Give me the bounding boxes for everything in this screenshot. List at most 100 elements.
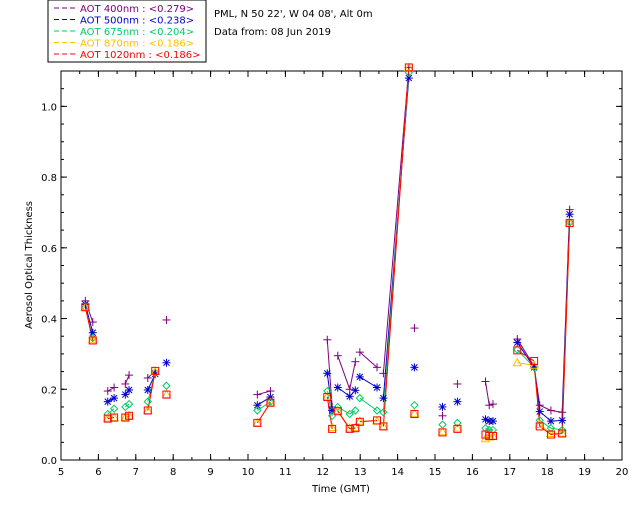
series-4-point xyxy=(253,418,262,427)
series-4-point xyxy=(546,430,555,439)
series-0-point xyxy=(253,390,262,399)
series-0-point xyxy=(110,383,119,392)
series-1-point xyxy=(103,397,112,406)
series-0-line xyxy=(257,390,271,396)
legend-label-3: AOT 870nm : <0.186> xyxy=(80,39,194,50)
series-4-point xyxy=(355,417,364,426)
series-0-point xyxy=(558,408,567,417)
series-1-point xyxy=(323,369,332,378)
series-4-point xyxy=(345,424,354,433)
series-4-point xyxy=(530,356,539,365)
x-tick-label: 18 xyxy=(541,467,554,478)
series-3-point xyxy=(161,389,172,399)
series-1-point xyxy=(143,385,152,394)
series-2-point xyxy=(333,402,342,412)
series-1-line xyxy=(359,376,378,388)
series-0-point xyxy=(453,379,462,388)
series-3-point xyxy=(102,413,113,422)
series-4-point xyxy=(453,424,462,433)
series-0-point xyxy=(351,357,360,366)
series-3-point xyxy=(409,408,420,417)
series-4-point xyxy=(488,431,497,440)
x-tick-label: 9 xyxy=(207,467,213,478)
x-tick-label: 11 xyxy=(279,467,292,478)
legend-label-1: AOT 500nm : <0.238> xyxy=(80,16,194,27)
x-tick-label: 14 xyxy=(391,467,404,478)
series-4-point xyxy=(328,424,337,433)
series-0-line xyxy=(337,355,351,390)
title-date: Data from: 08 Jun 2019 xyxy=(214,27,331,38)
series-2-point xyxy=(453,418,462,428)
y-tick-label: 0.2 xyxy=(41,385,57,396)
series-2-line xyxy=(485,427,490,431)
series-3-point xyxy=(484,432,495,441)
series-4-point xyxy=(535,422,544,431)
series-1-point xyxy=(379,394,388,403)
series-2-point xyxy=(266,397,275,406)
series-1-point xyxy=(453,397,462,406)
x-tick-label: 19 xyxy=(578,467,591,478)
series-2-point xyxy=(535,416,544,425)
series-3-point xyxy=(557,428,568,437)
series-2-point xyxy=(546,423,556,433)
series-1-point xyxy=(333,383,342,392)
series-4-point xyxy=(513,346,522,355)
series-0-point xyxy=(125,371,134,380)
series-4-point xyxy=(558,429,567,438)
series-2-point xyxy=(103,409,112,419)
y-tick-label: 1.0 xyxy=(41,102,57,113)
series-1-point xyxy=(535,407,544,416)
series-4-point xyxy=(125,411,134,420)
series-lines xyxy=(84,67,571,440)
legend: AOT 400nm : <0.279>AOT 500nm : <0.238> AO… xyxy=(47,0,207,63)
series-4-line xyxy=(84,307,94,341)
series-4-point xyxy=(404,63,413,72)
series-0-line xyxy=(124,374,130,385)
series-1-point xyxy=(410,363,419,372)
x-tick-label: 13 xyxy=(354,467,367,478)
series-4-point xyxy=(162,390,171,399)
series-2-point xyxy=(323,386,332,396)
series-4-point xyxy=(373,416,382,425)
y-axis-label: Aerosol Optical Thickness xyxy=(24,201,35,329)
series-4-point xyxy=(143,406,152,415)
series-2-point xyxy=(404,68,414,77)
series-0-point xyxy=(143,373,152,382)
series-3-point xyxy=(512,357,523,367)
series-1-point xyxy=(438,402,447,411)
legend-label-0: AOT 400nm : <0.279> xyxy=(80,4,194,15)
series-2-point xyxy=(124,399,134,409)
series-2-point xyxy=(253,406,262,415)
series-0-line xyxy=(359,351,378,368)
y-tick-label: 0.4 xyxy=(41,315,57,326)
series-4-point xyxy=(565,219,574,228)
x-tick-label: 8 xyxy=(170,467,176,478)
y-tick-label: 0.6 xyxy=(41,244,57,255)
series-2-point xyxy=(351,406,360,415)
series-0-point xyxy=(485,401,494,410)
series-0-point xyxy=(410,324,419,333)
series-4-line xyxy=(382,67,410,427)
series-4-point xyxy=(88,336,97,345)
series-2-point xyxy=(379,408,388,417)
series-0-line xyxy=(382,67,410,374)
series-2-point xyxy=(410,400,419,410)
y-tick-label: 0.0 xyxy=(41,456,57,467)
series-3-point xyxy=(534,419,545,429)
series-0-point xyxy=(546,406,555,415)
series-2-point xyxy=(513,345,522,354)
series-2-point xyxy=(481,423,490,433)
series-3-point xyxy=(322,391,333,400)
title-location: PML, N 50 22', W 04 08', Alt 0m xyxy=(214,9,373,20)
series-0-line xyxy=(349,361,356,390)
x-axis-label: Time (GMT) xyxy=(311,484,370,495)
series-4-line xyxy=(517,349,535,362)
series-4-line xyxy=(337,410,351,430)
series-1-point xyxy=(404,74,413,83)
series-1-point xyxy=(558,416,567,425)
series-1-point xyxy=(488,417,497,426)
series-4-point xyxy=(323,393,332,402)
series-2-point xyxy=(557,425,567,435)
series-2-line xyxy=(107,408,115,415)
x-tick-label: 17 xyxy=(503,467,516,478)
